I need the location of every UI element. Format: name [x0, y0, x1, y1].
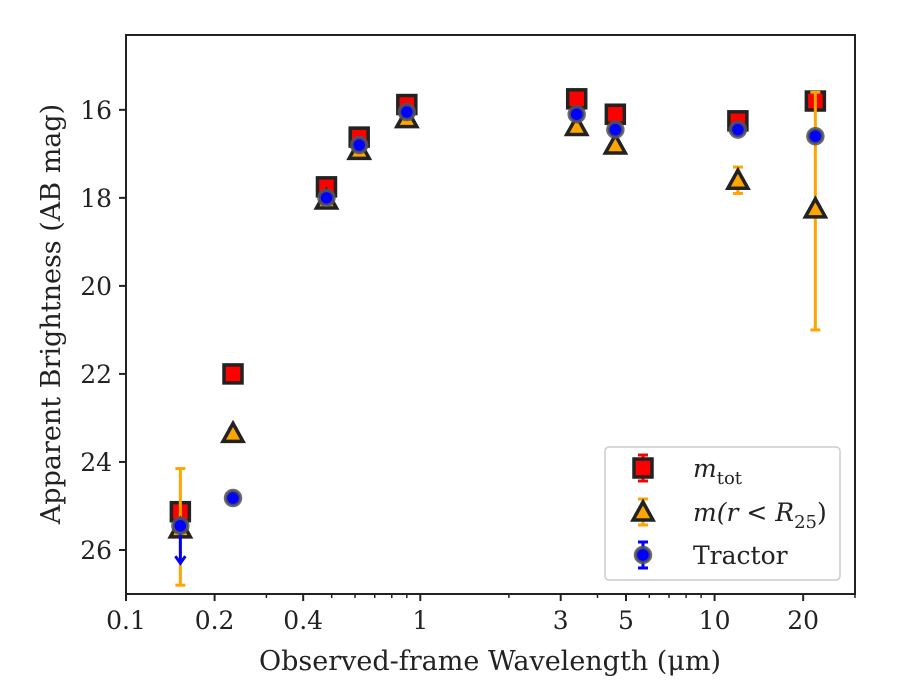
- legend-label-close: ): [817, 498, 827, 527]
- legend-marker-circle: [633, 545, 653, 565]
- data-point-triangle: [220, 419, 246, 444]
- series-circle: [171, 102, 825, 566]
- data-point-circle: [728, 120, 748, 139]
- legend-label: mtot: [693, 454, 743, 489]
- legend-label-subscript: 25: [794, 512, 817, 533]
- x-axis-title: Observed-frame Wavelength (μm): [259, 646, 721, 677]
- data-point-circle: [317, 188, 336, 208]
- plot-frame: [125, 34, 856, 595]
- y-tick-label: 24: [80, 448, 112, 477]
- x-tick-label: 0.2: [195, 606, 235, 635]
- y-tick-label: 16: [80, 96, 112, 125]
- x-tick-label: 5: [618, 606, 634, 635]
- legend-label-main: m(r < R: [693, 498, 794, 527]
- legend-label: m(r < R25): [693, 498, 827, 533]
- legend-label-subscript: tot: [717, 468, 743, 489]
- x-axis: 0.1 0.2 0.4 1 3 5 10 20: [106, 594, 856, 635]
- data-point-circle: [806, 126, 825, 146]
- plot-area: [167, 88, 829, 587]
- y-tick-label: 22: [80, 360, 112, 389]
- x-tick-label: 20: [787, 606, 819, 635]
- legend-label: Tractor: [693, 541, 788, 570]
- upper-limit-arrow: [174, 555, 187, 566]
- data-point-circle: [171, 516, 190, 536]
- data-point-triangle: [563, 112, 590, 137]
- legend-label-main: m: [693, 454, 717, 483]
- data-point-circle: [223, 488, 243, 508]
- data-point-square: [222, 363, 244, 385]
- legend-marker-triangle: [630, 498, 656, 522]
- x-tick-label: 0.4: [283, 606, 323, 635]
- legend-marker-square: [632, 457, 654, 479]
- data-point-circle: [567, 104, 586, 124]
- data-point-triangle: [802, 195, 829, 219]
- x-tick-label: 0.1: [106, 606, 146, 635]
- x-tick-label: 1: [412, 606, 428, 635]
- y-tick-label: 20: [80, 272, 112, 301]
- legend: mtot m(r < R25) Tractor: [604, 446, 841, 581]
- y-axis-title: Apparent Brightness (AB mag): [36, 104, 67, 525]
- data-point-circle: [349, 135, 369, 155]
- y-tick-label: 18: [80, 184, 112, 213]
- x-tick-label: 3: [553, 606, 569, 635]
- legend-label-main: Tractor: [693, 541, 788, 570]
- data-point-circle: [397, 102, 417, 122]
- data-point-triangle: [602, 131, 629, 155]
- y-tick-label: 26: [80, 536, 112, 565]
- x-tick-label: 10: [699, 606, 731, 635]
- legend-box: [604, 446, 841, 581]
- data-point-triangle: [724, 166, 751, 191]
- data-point-circle: [606, 120, 625, 139]
- y-axis: 16 18 20 22 24 26: [80, 96, 126, 565]
